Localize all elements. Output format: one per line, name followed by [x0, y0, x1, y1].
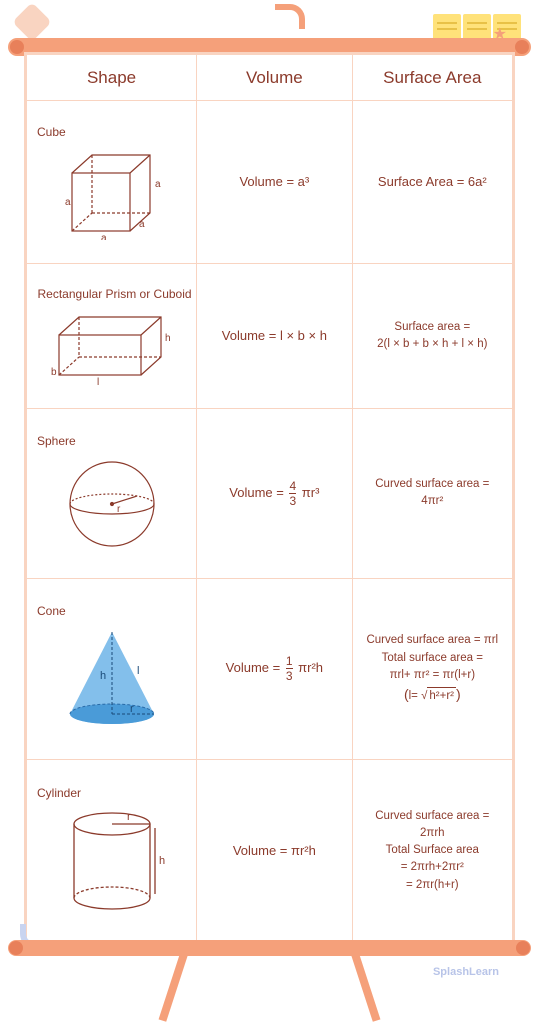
header-surface-area: Surface Area: [352, 55, 512, 101]
svg-text:l: l: [137, 665, 139, 677]
cube-sa: Surface Area = 6a²: [352, 101, 512, 264]
label-sphere: Sphere: [31, 433, 192, 450]
row-cone: Cone h l r Volume = 13 πr²h Curved surfa: [27, 578, 513, 760]
easel-leg-left: [159, 953, 188, 1022]
easel-bottom-bar: [8, 940, 531, 956]
header-shape: Shape: [27, 55, 197, 101]
label-cylinder: Cylinder: [31, 785, 192, 802]
label-cube: Cube: [31, 124, 192, 141]
svg-text:a: a: [139, 219, 145, 230]
cone-sa: Curved surface area = πrlTotal surface a…: [352, 578, 512, 760]
svg-text:a: a: [65, 197, 71, 208]
svg-text:r: r: [130, 703, 134, 715]
formula-table: Shape Volume Surface Area Cube: [26, 54, 513, 942]
cube-volume: Volume = a³: [197, 101, 353, 264]
row-cuboid: Rectangular Prism or Cuboid l b: [27, 264, 513, 409]
row-cube: Cube a a a a: [27, 101, 513, 264]
svg-text:a: a: [155, 179, 161, 190]
diagram-sphere: r: [31, 454, 192, 554]
diagram-cone: h l r: [31, 624, 192, 734]
svg-text:l: l: [97, 377, 99, 387]
sphere-sa: Curved surface area =4πr²: [352, 409, 512, 578]
row-sphere: Sphere r Volume = 43 πr³ Cur: [27, 409, 513, 578]
cone-volume: Volume = 13 πr²h: [197, 578, 353, 760]
header-volume: Volume: [197, 55, 353, 101]
cylinder-sa: Curved surface area =2πrhTotal Surface a…: [352, 760, 512, 942]
label-cuboid: Rectangular Prism or Cuboid: [31, 286, 192, 303]
svg-text:h: h: [100, 670, 106, 682]
svg-text:b: b: [51, 367, 57, 378]
header-row: Shape Volume Surface Area: [27, 55, 513, 101]
formula-board: Shape Volume Surface Area Cube: [24, 52, 515, 944]
svg-text:a: a: [101, 233, 107, 240]
diagram-cube: a a a a: [31, 145, 192, 240]
svg-text:r: r: [127, 811, 131, 823]
diagram-cylinder: r h: [31, 806, 192, 916]
diagram-cuboid: l b h: [31, 307, 192, 387]
watermark: SplashLearn: [433, 966, 499, 978]
svg-text:h: h: [165, 333, 171, 344]
easel-leg-right: [351, 953, 380, 1022]
row-cylinder: Cylinder r h: [27, 760, 513, 942]
decoration-diamond: [12, 2, 52, 42]
sphere-volume: Volume = 43 πr³: [197, 409, 353, 578]
svg-text:h: h: [159, 855, 165, 867]
label-cone: Cone: [31, 603, 192, 620]
decoration-curl-top: [275, 4, 305, 29]
cylinder-volume: Volume = πr²h: [197, 760, 353, 942]
cuboid-volume: Volume = l × b × h: [197, 264, 353, 409]
cuboid-sa: Surface area =2(l × b + b × h + l × h): [352, 264, 512, 409]
